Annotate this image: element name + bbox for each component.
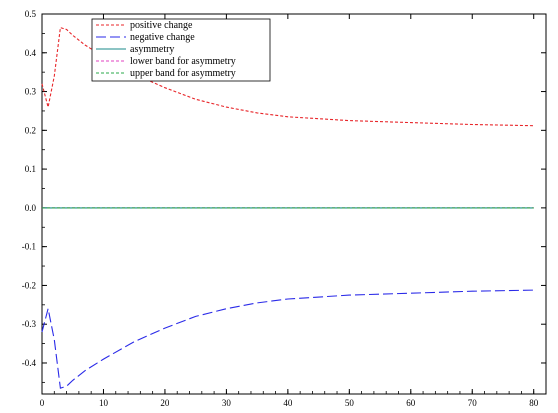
series-lines [41, 26, 534, 389]
y-tick-label: 0.4 [25, 48, 37, 58]
legend-box [91, 18, 271, 82]
plot-frame [41, 13, 547, 395]
series-line-0 [41, 26, 534, 127]
y-tick-label: -0.1 [22, 242, 36, 252]
legend-label: upper band for asymmetry [130, 68, 236, 79]
y-tick-label: -0.4 [22, 358, 37, 368]
x-tick-label: 70 [468, 398, 478, 408]
legend-label: positive change [130, 20, 193, 31]
x-tick-label: 0 [40, 398, 45, 408]
y-tick-label: 0.0 [25, 203, 37, 213]
y-tick-label: -0.2 [22, 280, 36, 290]
y-tick-label: 0.1 [25, 164, 36, 174]
x-tick-label: 60 [406, 398, 416, 408]
x-tick-label: 10 [99, 398, 109, 408]
series-line-1 [41, 289, 534, 389]
y-tick-label: 0.2 [25, 125, 36, 135]
x-tick-label: 30 [222, 398, 232, 408]
x-tick-label: 80 [529, 398, 539, 408]
legend-label: asymmetry [130, 44, 174, 55]
y-tick-label: -0.3 [22, 319, 37, 329]
legend-label: negative change [130, 32, 195, 43]
axis-ticks: 0.5 0.4 0.3 0.2 0.1 0.0 -0.1 -0.2 -0.3 -0.4 0 10 20 3… [22, 9, 547, 408]
legend-label: lower band for asymmetry [130, 56, 236, 67]
y-tick-label: 0.3 [25, 87, 37, 97]
y-tick-label: 0.5 [25, 9, 37, 19]
x-tick-label: 50 [345, 398, 355, 408]
x-tick-label: 20 [160, 398, 170, 408]
x-tick-label: 40 [283, 398, 293, 408]
